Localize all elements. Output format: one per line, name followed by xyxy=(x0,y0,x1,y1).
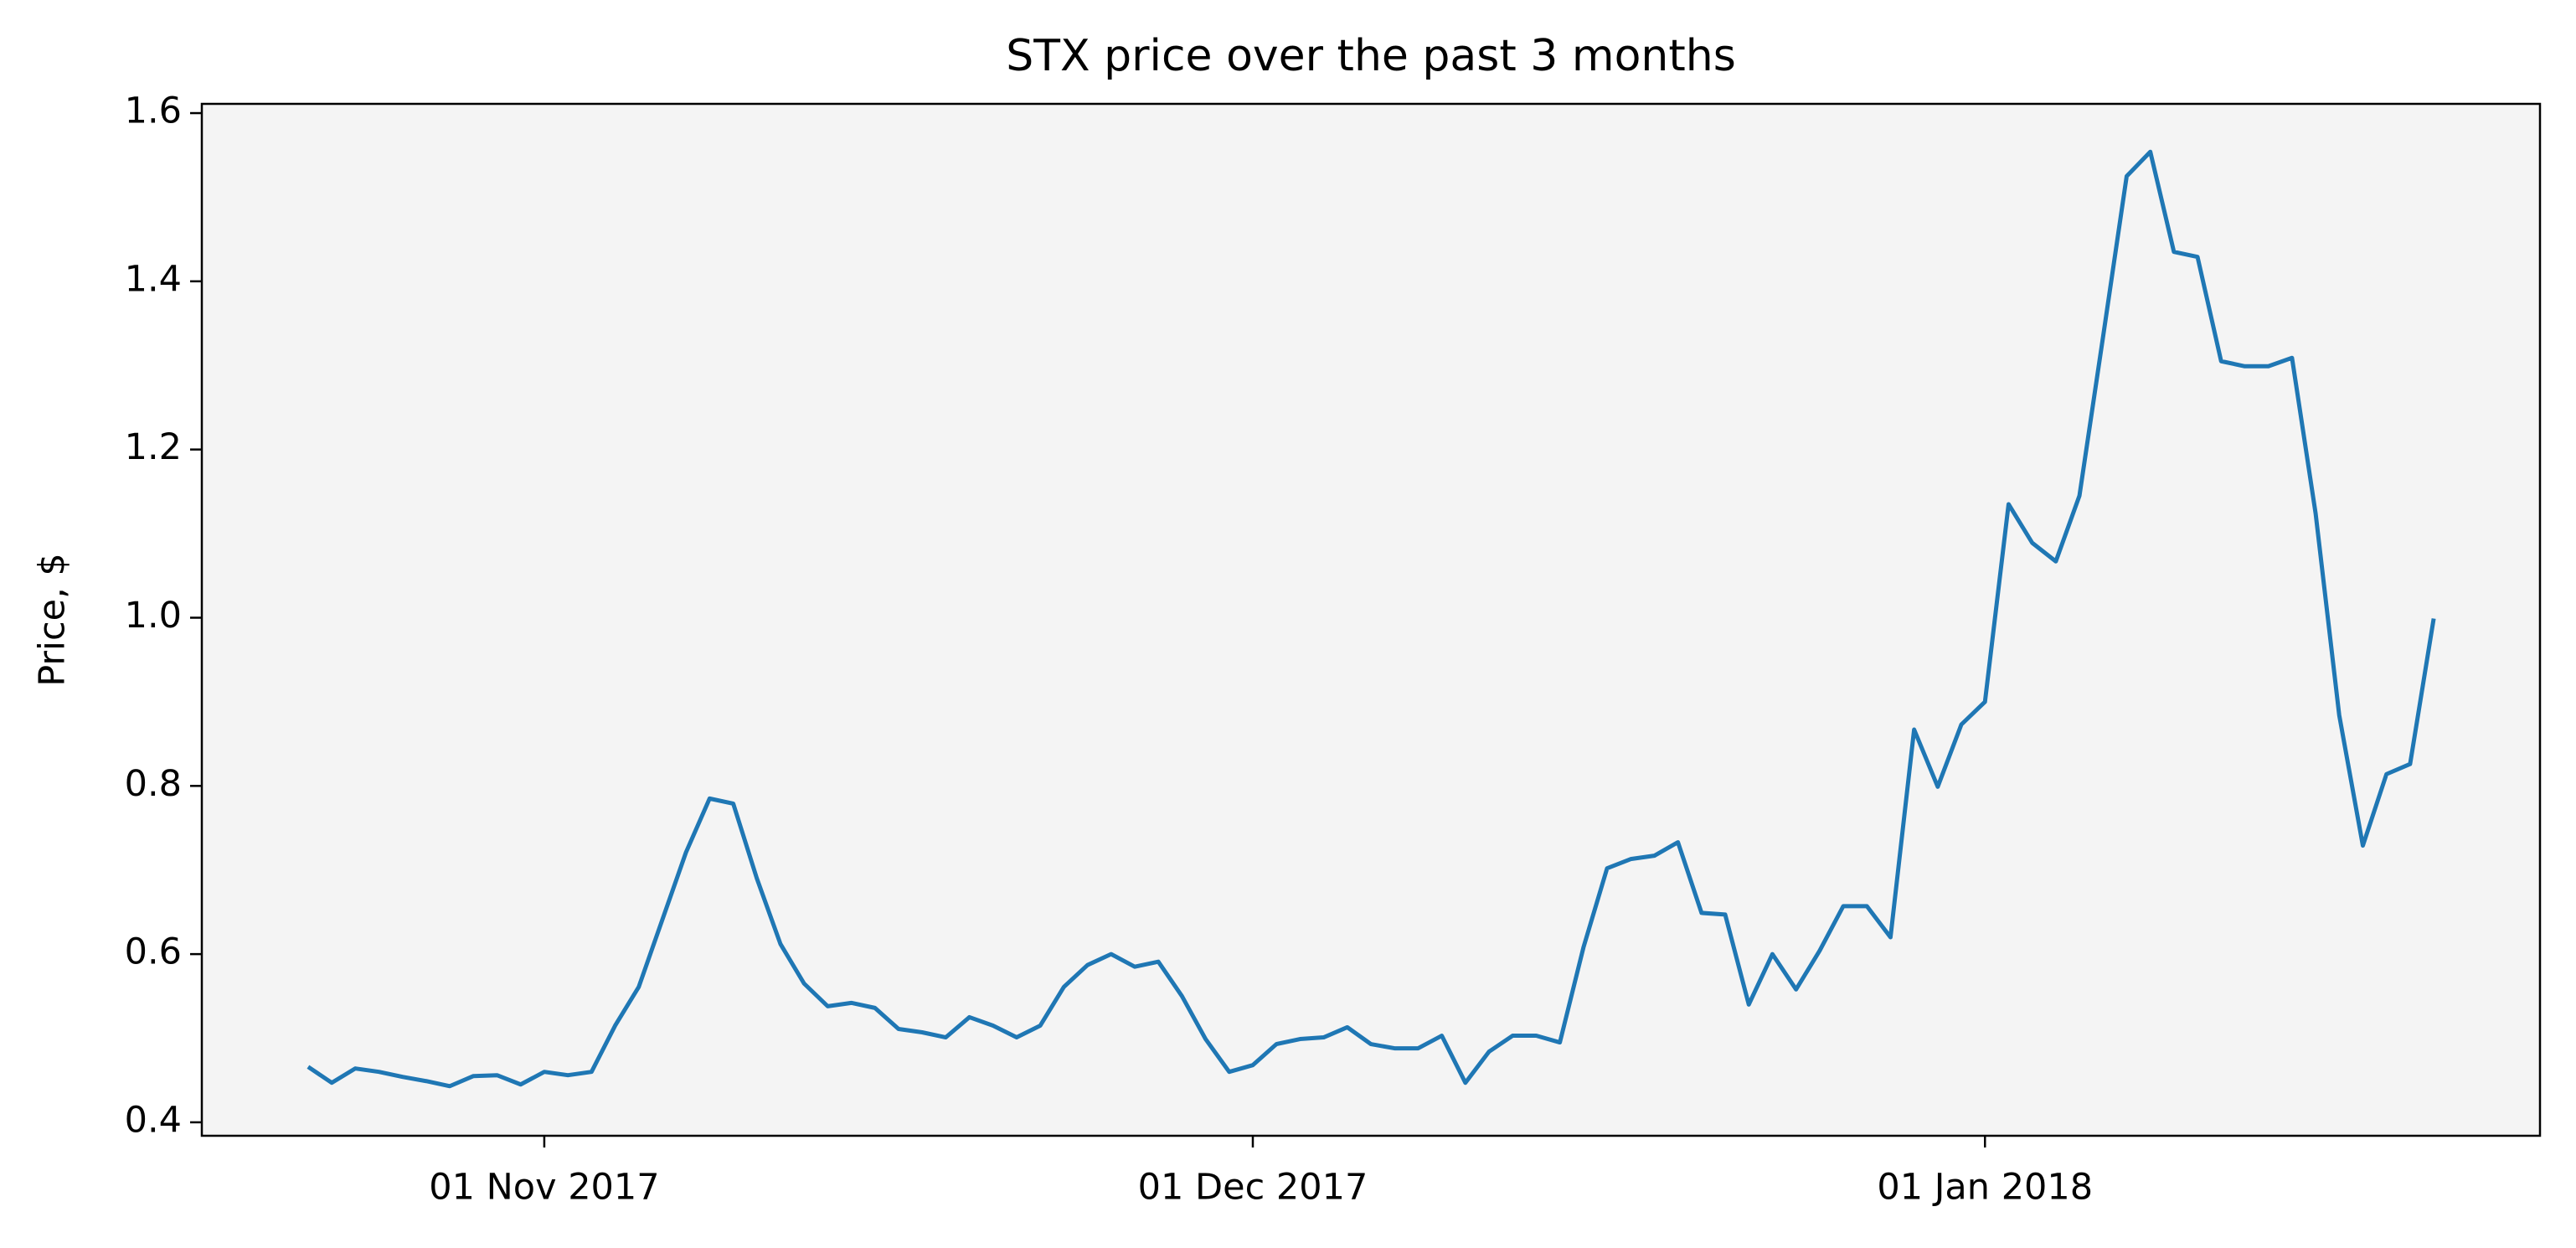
x-tick-label: 01 Jan 2018 xyxy=(1877,1167,2093,1209)
y-tick-label: 0.6 xyxy=(125,931,182,973)
axes-frame xyxy=(200,102,2542,1137)
chart-title: STX price over the past 3 months xyxy=(1006,31,1736,81)
x-tick-label: 01 Dec 2017 xyxy=(1138,1167,1368,1209)
plot-area xyxy=(202,104,2540,1136)
price-line xyxy=(307,149,2436,1089)
x-tick-label: 01 Nov 2017 xyxy=(429,1167,659,1209)
y-tick-label: 1.4 xyxy=(125,258,182,300)
y-tick-label: 1.2 xyxy=(125,426,182,468)
y-tick-label: 0.4 xyxy=(125,1099,182,1141)
y-tick-label: 1.6 xyxy=(125,90,182,132)
y-axis-label: Price, $ xyxy=(32,553,74,687)
y-tick-label: 1.0 xyxy=(125,595,182,637)
y-tick-label: 0.8 xyxy=(125,763,182,805)
